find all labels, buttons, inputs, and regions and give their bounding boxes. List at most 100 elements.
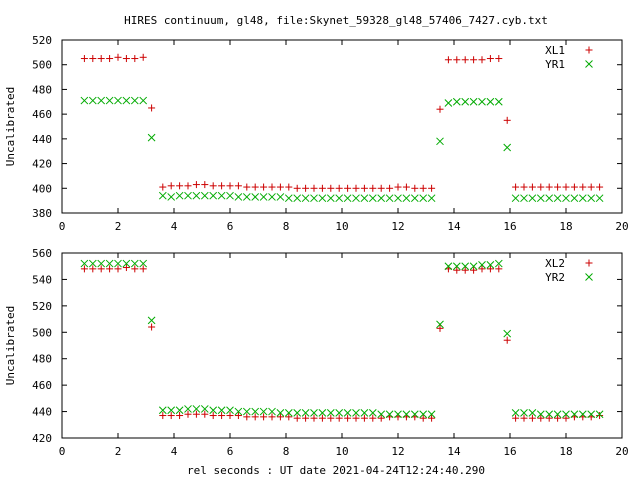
data-point	[218, 412, 226, 420]
data-point	[478, 261, 486, 269]
data-point	[444, 99, 453, 107]
data-point	[242, 193, 251, 201]
data-point	[419, 184, 427, 192]
data-point	[268, 193, 276, 201]
data-point	[234, 407, 243, 416]
data-point	[209, 412, 217, 420]
data-point	[310, 409, 318, 417]
data-point	[452, 262, 461, 271]
data-point	[427, 410, 436, 419]
data-point	[218, 182, 226, 190]
data-point	[520, 414, 528, 422]
data-point	[528, 194, 537, 203]
data-point	[276, 183, 284, 191]
legend-label: YR1	[545, 58, 565, 71]
data-point	[234, 412, 242, 420]
data-point	[385, 410, 394, 419]
data-point	[578, 410, 587, 419]
data-point	[97, 96, 106, 105]
data-point	[520, 409, 528, 417]
y-tick-label: 420	[32, 432, 52, 445]
data-point	[352, 414, 360, 422]
y-tick-label: 500	[32, 326, 52, 339]
data-point	[495, 265, 503, 273]
data-point	[310, 184, 318, 192]
data-point	[394, 194, 402, 203]
data-point	[343, 194, 352, 203]
data-point	[148, 323, 156, 331]
data-point	[419, 194, 428, 203]
data-point	[260, 183, 268, 191]
data-point	[335, 184, 343, 192]
y-tick-label: 440	[32, 133, 52, 146]
data-point	[88, 259, 97, 268]
data-point	[587, 183, 595, 191]
data-point	[478, 97, 486, 106]
data-point	[528, 183, 536, 191]
data-point	[89, 265, 97, 273]
data-point	[368, 409, 377, 417]
data-point	[122, 96, 131, 105]
x-tick-label: 8	[283, 220, 290, 233]
data-point	[159, 183, 167, 191]
data-point	[369, 184, 377, 192]
data-point	[554, 183, 562, 191]
data-point	[209, 191, 218, 200]
data-point	[139, 265, 147, 273]
data-point	[130, 96, 139, 105]
x-tick-label: 20	[615, 220, 628, 233]
data-point	[176, 412, 184, 420]
data-point	[436, 320, 444, 329]
data-point	[234, 182, 242, 190]
data-point	[536, 194, 545, 203]
data-point	[259, 407, 268, 416]
data-point	[318, 194, 327, 203]
data-point	[596, 183, 604, 191]
data-point	[587, 194, 596, 203]
data-point	[461, 262, 470, 271]
data-point	[436, 137, 444, 146]
data-point	[80, 96, 89, 105]
data-point	[461, 56, 469, 64]
data-point	[176, 182, 184, 190]
data-point	[553, 194, 562, 203]
data-point	[268, 407, 276, 416]
data-point	[302, 414, 310, 422]
data-point	[268, 183, 276, 191]
data-point	[260, 413, 268, 421]
data-point	[310, 414, 318, 422]
data-point	[201, 181, 209, 189]
data-point	[97, 259, 106, 268]
y-tick-label: 380	[32, 207, 52, 220]
data-point	[486, 265, 494, 273]
x-tick-label: 18	[559, 220, 572, 233]
series-XL2	[80, 264, 604, 422]
data-point	[147, 133, 156, 142]
data-point	[89, 55, 97, 63]
data-point	[419, 414, 427, 422]
data-point	[326, 409, 335, 417]
data-point	[453, 56, 461, 64]
data-point	[436, 324, 444, 332]
data-point	[276, 409, 285, 417]
data-point	[570, 194, 579, 203]
data-point	[377, 414, 385, 422]
data-point	[268, 413, 276, 421]
x-tick-label: 20	[615, 445, 628, 458]
data-point	[545, 414, 553, 422]
data-point	[97, 265, 105, 273]
data-point	[512, 414, 520, 422]
data-point	[377, 194, 386, 203]
data-point	[486, 261, 495, 269]
data-point	[80, 265, 88, 273]
data-point	[470, 266, 478, 274]
data-point	[578, 194, 587, 203]
data-point	[114, 96, 122, 105]
data-point	[595, 194, 604, 203]
data-point	[478, 56, 486, 64]
data-point	[402, 183, 410, 191]
y-tick-label: 420	[32, 158, 52, 171]
data-point	[554, 414, 562, 422]
data-point	[147, 316, 156, 325]
